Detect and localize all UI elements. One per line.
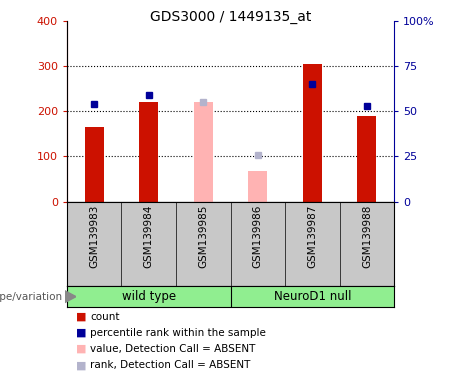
Bar	[303, 64, 322, 202]
Text: percentile rank within the sample: percentile rank within the sample	[90, 328, 266, 338]
Text: ■: ■	[76, 312, 87, 322]
Bar	[357, 116, 377, 202]
Text: rank, Detection Call = ABSENT: rank, Detection Call = ABSENT	[90, 360, 250, 370]
Text: value, Detection Call = ABSENT: value, Detection Call = ABSENT	[90, 344, 255, 354]
Bar	[248, 171, 267, 202]
Text: ■: ■	[76, 360, 87, 370]
Bar	[194, 103, 213, 202]
Text: GSM139984: GSM139984	[144, 204, 154, 268]
Text: NeuroD1 null: NeuroD1 null	[273, 290, 351, 303]
Text: genotype/variation: genotype/variation	[0, 291, 62, 302]
Text: GSM139987: GSM139987	[307, 204, 317, 268]
Text: GSM139985: GSM139985	[198, 204, 208, 268]
Text: ■: ■	[76, 328, 87, 338]
Text: GDS3000 / 1449135_at: GDS3000 / 1449135_at	[150, 10, 311, 23]
Text: count: count	[90, 312, 119, 322]
Bar	[84, 127, 104, 202]
Text: wild type: wild type	[122, 290, 176, 303]
Text: GSM139986: GSM139986	[253, 204, 263, 268]
Polygon shape	[65, 291, 76, 303]
Text: ■: ■	[76, 344, 87, 354]
Text: GSM139988: GSM139988	[362, 204, 372, 268]
Text: GSM139983: GSM139983	[89, 204, 99, 268]
Bar	[139, 103, 158, 202]
